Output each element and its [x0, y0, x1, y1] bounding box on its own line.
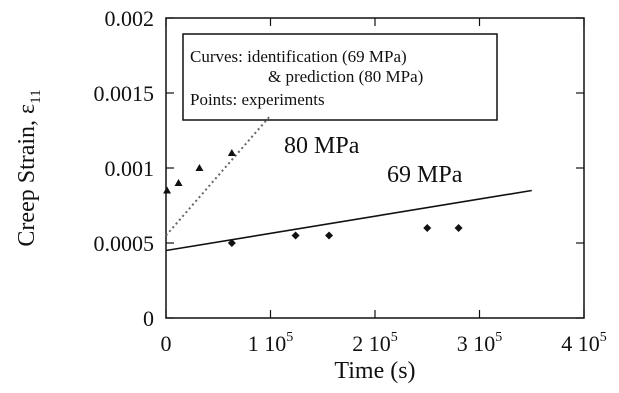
x-tick-exponent: 5 — [391, 330, 398, 345]
series-line — [165, 114, 272, 237]
x-tick-label: 1 105 — [248, 330, 294, 356]
x-tick-label: 2 105 — [352, 330, 398, 356]
series-line — [165, 189, 532, 252]
x-tick-label: 4 105 — [561, 330, 607, 356]
x-axis-label: Time (s) — [334, 358, 415, 384]
legend-box: Curves: identification (69 MPa) & predic… — [182, 33, 498, 121]
y-tick-label: 0.002 — [105, 6, 155, 31]
svg-text:Creep Strain, ε11: Creep Strain, ε11 — [14, 89, 44, 246]
data-point-diamond — [291, 231, 300, 240]
y-tick-label: 0.0015 — [94, 81, 155, 106]
legend-line-3: Points: experiments — [190, 90, 325, 109]
data-point-diamond — [454, 224, 463, 232]
tick-group — [165, 17, 585, 319]
legend-line-1: Curves: identification (69 MPa) — [190, 47, 407, 66]
series-label-80mpa: 80 MPa — [284, 133, 360, 159]
data-point-triangle — [174, 179, 183, 186]
y-tick-label: 0.0005 — [94, 231, 155, 256]
tick-label-group: 0 1 105 2 105 3 105 4 105 0 0.0005 0.001 0.0015 0… — [94, 6, 607, 356]
data-point-triangle — [227, 149, 236, 156]
data-point-diamond — [423, 224, 432, 232]
data-point-diamond — [325, 231, 334, 240]
series-label-69mpa: 69 MPa — [387, 162, 463, 188]
x-tick-exponent: 5 — [495, 330, 502, 345]
legend-line-2: & prediction (80 MPa) — [268, 67, 423, 86]
x-tick-label: 0 — [161, 331, 172, 356]
series-points — [163, 149, 463, 247]
y-axis-label: Creep Strain, ε11 — [14, 89, 44, 246]
y-axis-label-main: Creep Strain, ε — [14, 104, 40, 247]
x-tick-exponent: 5 — [286, 330, 293, 345]
series-lines — [165, 114, 532, 252]
y-tick-label: 0 — [143, 306, 154, 331]
data-point-diamond — [227, 239, 236, 247]
x-tick-label: 3 105 — [457, 330, 503, 356]
data-point-triangle — [195, 164, 204, 171]
x-tick-exponent: 5 — [600, 330, 607, 345]
y-axis-label-subscript: 11 — [28, 89, 44, 103]
y-tick-label: 0.001 — [105, 156, 155, 181]
data-point-triangle — [163, 186, 172, 194]
